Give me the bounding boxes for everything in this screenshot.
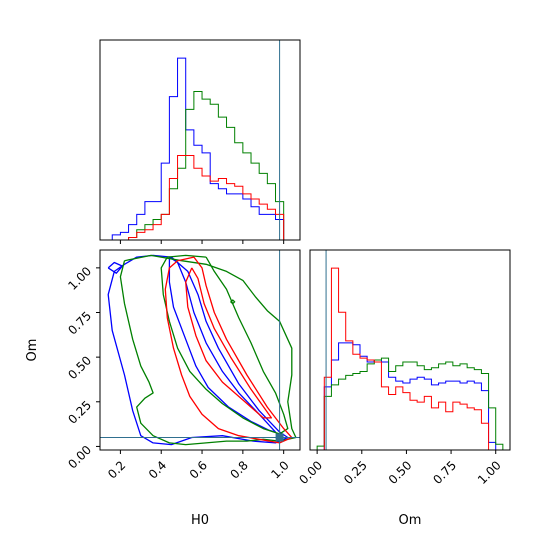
contour-008000-0 bbox=[119, 254, 297, 446]
h0-histogram-series-group bbox=[104, 57, 292, 241]
h0-x-tick-label: 0.2 bbox=[105, 458, 128, 481]
om-y-tick-label: 0.75 bbox=[65, 309, 94, 338]
om-y-tick-label: 0.00 bbox=[65, 443, 94, 472]
joint-contour-frame bbox=[99, 249, 301, 451]
om-y-tick-label: 0.25 bbox=[65, 398, 94, 427]
h0-x-tick-label: 0.6 bbox=[187, 458, 210, 481]
y-axis-label-om: Om bbox=[25, 339, 40, 362]
joint-contour-group bbox=[107, 254, 297, 446]
h0-histogram-ticks bbox=[119, 240, 285, 244]
om-x-tick-label: 0.25 bbox=[341, 458, 370, 487]
om-histogram-series-ff0000 bbox=[317, 267, 503, 451]
h0-x-tick-label: 0.8 bbox=[228, 458, 251, 481]
h0-histogram-series-0000ff bbox=[104, 57, 292, 241]
x-axis-label-h0: H0 bbox=[191, 513, 209, 528]
h0-histogram-series-008000 bbox=[104, 90, 292, 241]
om-histogram-panel: 0.00 0.25 0.50 0.75 1.00 Om bbox=[296, 249, 511, 528]
contour-008000-2 bbox=[230, 299, 236, 305]
om-histogram-series-008000 bbox=[316, 357, 504, 450]
contour-0000ff-2 bbox=[107, 261, 124, 274]
joint-contour-panel: 0.2 0.4 0.6 0.8 1.0 0.00 0.25 0.50 0.75 1.00 H0 O… bbox=[25, 249, 301, 528]
om-x-tick-label: 0.50 bbox=[386, 458, 415, 487]
h0-histogram-frame bbox=[99, 39, 301, 241]
om-y-tick-label: 1.00 bbox=[65, 264, 94, 293]
joint-axis-ticks: 0.2 0.4 0.6 0.8 1.0 0.00 0.25 0.50 0.75 1.00 bbox=[65, 264, 291, 481]
om-y-tick-label: 0.50 bbox=[65, 353, 94, 382]
x-axis-label-om: Om bbox=[399, 513, 422, 528]
truth-point-marker bbox=[275, 433, 284, 442]
om-histogram-series-group bbox=[316, 267, 504, 451]
contour-ff0000-1 bbox=[185, 267, 273, 419]
h0-histogram-panel bbox=[99, 39, 301, 244]
h0-x-tick-label: 0.4 bbox=[146, 458, 169, 481]
om-x-tick-label: 0.00 bbox=[296, 458, 325, 487]
h0-x-tick-label: 1.0 bbox=[268, 458, 291, 481]
om-x-tick-label: 0.75 bbox=[430, 458, 459, 487]
contour-ff0000-0 bbox=[164, 256, 293, 444]
contour-008000-1 bbox=[160, 254, 289, 435]
contour-0000ff-0 bbox=[107, 254, 289, 446]
om-histogram-frame bbox=[309, 249, 511, 451]
om-x-tick-label: 1.00 bbox=[475, 458, 504, 487]
h0-histogram-series-ff0000 bbox=[104, 154, 292, 241]
om-histogram-ticks: 0.00 0.25 0.50 0.75 1.00 bbox=[296, 450, 504, 487]
